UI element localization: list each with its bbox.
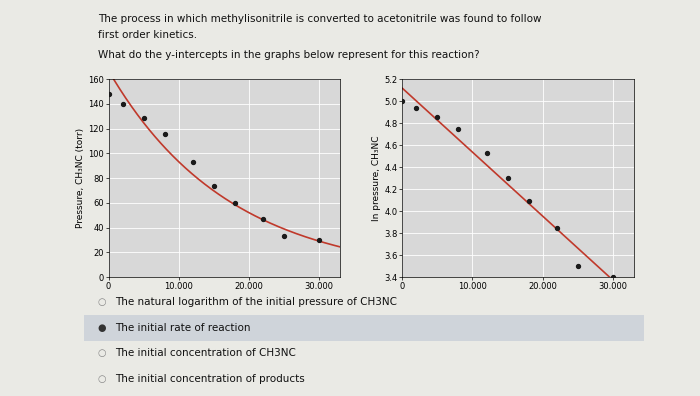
Point bbox=[481, 150, 492, 156]
Point bbox=[187, 159, 198, 165]
Text: first order kinetics.: first order kinetics. bbox=[98, 30, 197, 40]
Point bbox=[572, 263, 583, 269]
Point bbox=[278, 233, 289, 240]
Text: The initial concentration of products: The initial concentration of products bbox=[116, 374, 305, 384]
Text: ○: ○ bbox=[97, 297, 106, 307]
X-axis label: Time (s): Time (s) bbox=[206, 297, 242, 306]
Point bbox=[432, 113, 443, 120]
Point bbox=[523, 198, 534, 204]
Point bbox=[313, 237, 324, 243]
Point bbox=[607, 274, 618, 280]
Point bbox=[453, 126, 464, 132]
Point bbox=[159, 130, 170, 137]
Point bbox=[411, 105, 422, 111]
Text: The natural logarithm of the initial pressure of CH3NC: The natural logarithm of the initial pre… bbox=[116, 297, 398, 307]
Text: The initial rate of reaction: The initial rate of reaction bbox=[116, 323, 251, 333]
Text: ○: ○ bbox=[97, 374, 106, 384]
Y-axis label: Pressure, CH₃NC (torr): Pressure, CH₃NC (torr) bbox=[76, 128, 85, 228]
Y-axis label: ln pressure, CH₃NC: ln pressure, CH₃NC bbox=[372, 135, 382, 221]
Point bbox=[229, 200, 240, 206]
Point bbox=[502, 175, 513, 181]
Text: ●: ● bbox=[97, 323, 106, 333]
Text: What do the y-intercepts in the graphs below represent for this reaction?: What do the y-intercepts in the graphs b… bbox=[98, 50, 480, 59]
Point bbox=[551, 225, 562, 231]
Point bbox=[117, 101, 128, 107]
Point bbox=[103, 91, 114, 97]
Point bbox=[208, 183, 219, 189]
Point bbox=[138, 114, 149, 121]
Point bbox=[257, 216, 268, 222]
Text: The process in which methylisonitrile is converted to acetonitrile was found to : The process in which methylisonitrile is… bbox=[98, 14, 542, 24]
Text: ○: ○ bbox=[97, 348, 106, 358]
X-axis label: Time (s): Time (s) bbox=[500, 297, 536, 306]
Point bbox=[397, 98, 408, 105]
Text: The initial concentration of CH3NC: The initial concentration of CH3NC bbox=[116, 348, 296, 358]
